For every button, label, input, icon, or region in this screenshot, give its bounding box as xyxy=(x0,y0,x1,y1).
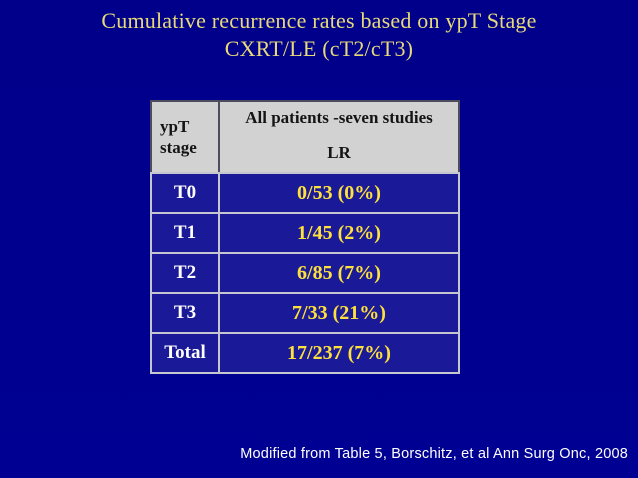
stage-cell: Total xyxy=(150,332,220,374)
value-cell: 6/85 (7%) xyxy=(218,252,460,294)
slide-title-line2: CXRT/LE (cT2/cT3) xyxy=(224,36,414,61)
header-ypt-line1: ypT xyxy=(160,117,190,136)
recurrence-table: ypT stage All patients -seven studies LR… xyxy=(150,100,460,374)
citation: Modified from Table 5, Borschitz, et al … xyxy=(240,446,628,462)
table-row: T0 0/53 (0%) xyxy=(150,172,460,214)
value-cell: 0/53 (0%) xyxy=(218,172,460,214)
table-row: Total 17/237 (7%) xyxy=(150,332,460,374)
value-cell: 7/33 (21%) xyxy=(218,292,460,334)
header-all-patients: All patients -seven studies LR xyxy=(218,100,460,174)
table-row: T1 1/45 (2%) xyxy=(150,212,460,254)
value-cell: 17/237 (7%) xyxy=(218,332,460,374)
table-row: T3 7/33 (21%) xyxy=(150,292,460,334)
value-cell: 1/45 (2%) xyxy=(218,212,460,254)
stage-cell: T1 xyxy=(150,212,220,254)
header-lr-label: LR xyxy=(327,143,351,162)
stage-cell: T3 xyxy=(150,292,220,334)
stage-cell: T0 xyxy=(150,172,220,214)
slide-title: Cumulative recurrence rates based on ypT… xyxy=(0,7,638,63)
stage-cell: T2 xyxy=(150,252,220,294)
table-row: T2 6/85 (7%) xyxy=(150,252,460,294)
table-header-row: ypT stage All patients -seven studies LR xyxy=(150,100,460,174)
header-ypt-line2: stage xyxy=(160,138,197,157)
slide-title-line1: Cumulative recurrence rates based on ypT… xyxy=(101,8,537,33)
header-all-patients-label: All patients -seven studies xyxy=(245,108,433,127)
header-ypt-stage: ypT stage xyxy=(150,100,220,174)
